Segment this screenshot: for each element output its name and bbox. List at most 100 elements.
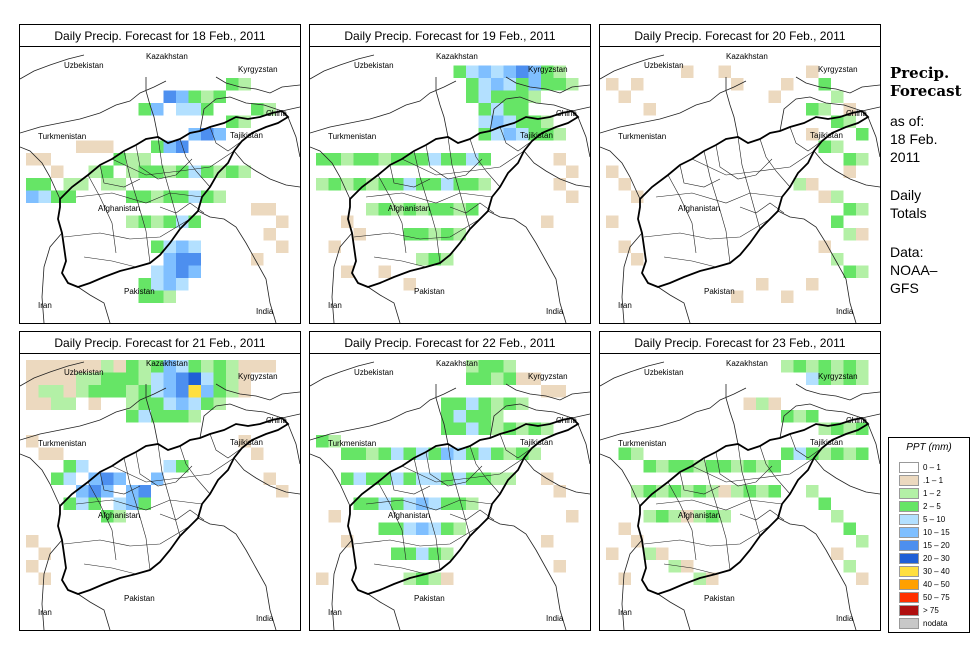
precip-cell (138, 397, 151, 410)
precip-cell (176, 460, 189, 473)
precip-cell (491, 128, 504, 141)
precip-cell (176, 360, 189, 373)
legend-title: PPT (mm) (906, 442, 952, 453)
precip-cell (818, 240, 831, 253)
precip-cell (441, 447, 454, 460)
precip-cell (176, 190, 189, 203)
precip-cell (843, 372, 856, 385)
country-label-kyrgyzstan: Kyrgyzstan (238, 65, 278, 74)
province-border (413, 150, 441, 264)
precip-cell (353, 472, 366, 485)
precip-cell (656, 510, 669, 523)
country-label-turkmenistan: Turkmenistan (618, 132, 667, 141)
legend-row: 20 – 30 (899, 553, 969, 564)
country-label-uzbekistan: Uzbekistan (644, 61, 684, 70)
precip-cell (491, 103, 504, 116)
precip-cell (26, 435, 39, 448)
precip-cell (831, 190, 844, 203)
precip-cell (478, 153, 491, 166)
country-border (795, 383, 880, 401)
country-border (505, 76, 590, 94)
precip-cell (416, 547, 429, 560)
country-border (600, 146, 641, 200)
precip-cell (441, 153, 454, 166)
country-border (867, 423, 880, 465)
country-border (233, 457, 300, 495)
province-border (87, 174, 117, 254)
afghanistan-border (637, 417, 870, 595)
precip-cell (491, 90, 504, 103)
precip-cell (618, 572, 631, 585)
precip-cell (226, 385, 239, 398)
precip-cell (126, 153, 139, 166)
precip-cell (768, 460, 781, 473)
country-border (600, 453, 641, 507)
legend-label: 50 – 75 (923, 593, 950, 602)
precip-cell (416, 472, 429, 485)
precip-cell (466, 153, 479, 166)
precip-cell (263, 472, 276, 485)
province-border (737, 443, 761, 537)
province-border (703, 457, 731, 571)
precip-cell (151, 290, 164, 303)
precip-cell (528, 65, 541, 78)
precip-cell (251, 203, 264, 216)
precip-cell (843, 522, 856, 535)
legend-label: 40 – 50 (923, 580, 950, 589)
afghanistan-border (637, 110, 870, 288)
precip-cell (201, 372, 214, 385)
legend-swatch (899, 540, 919, 551)
province-border (123, 457, 151, 571)
precip-cell (276, 215, 289, 228)
precip-cell (276, 240, 289, 253)
precip-cell (416, 253, 429, 266)
precip-cell (151, 360, 164, 373)
province-border (449, 509, 495, 521)
precip-cell (163, 140, 176, 153)
precip-cell (706, 460, 719, 473)
country-border (331, 232, 353, 323)
precip-cell (428, 153, 441, 166)
precip-cell (151, 278, 164, 291)
precip-cell (76, 385, 89, 398)
afghanistan-border (347, 417, 580, 595)
country-label-tajikistan: Tajikistan (230, 131, 263, 140)
precip-cell (428, 547, 441, 560)
country-label-kyrgyzstan: Kyrgyzstan (528, 372, 568, 381)
asof-date-line1: 18 Feb. (890, 131, 938, 147)
precip-cell (201, 385, 214, 398)
precip-cell (76, 140, 89, 153)
country-border (145, 384, 159, 445)
precip-cell (478, 447, 491, 460)
province-border (447, 443, 471, 537)
country-border (310, 54, 375, 80)
province-border (209, 433, 243, 459)
province-border (135, 451, 193, 487)
precip-cell (806, 103, 819, 116)
country-border (489, 96, 590, 132)
country-border (600, 361, 665, 387)
country-label-iran: Iran (328, 301, 342, 310)
precip-cell (466, 90, 479, 103)
country-label-kazakhstan: Kazakhstan (726, 359, 768, 368)
legend-label: 2 – 5 (923, 502, 941, 511)
precip-cell (176, 265, 189, 278)
precip-cell (478, 128, 491, 141)
legend-label: 20 – 30 (923, 554, 950, 563)
precip-cell (151, 372, 164, 385)
country-label-afghanistan: Afghanistan (388, 511, 431, 520)
country-label-kyrgyzstan: Kyrgyzstan (528, 65, 568, 74)
precip-cell (163, 360, 176, 373)
precip-cell (26, 397, 39, 410)
country-label-uzbekistan: Uzbekistan (354, 368, 394, 377)
country-label-uzbekistan: Uzbekistan (64, 368, 104, 377)
precip-cell (88, 385, 101, 398)
precip-cell (113, 472, 126, 485)
country-border (145, 77, 159, 138)
province-border (157, 443, 181, 537)
precip-cell (831, 215, 844, 228)
precip-cell (466, 472, 479, 485)
province-border (663, 563, 717, 575)
precip-cell (378, 447, 391, 460)
precip-cell (843, 228, 856, 241)
